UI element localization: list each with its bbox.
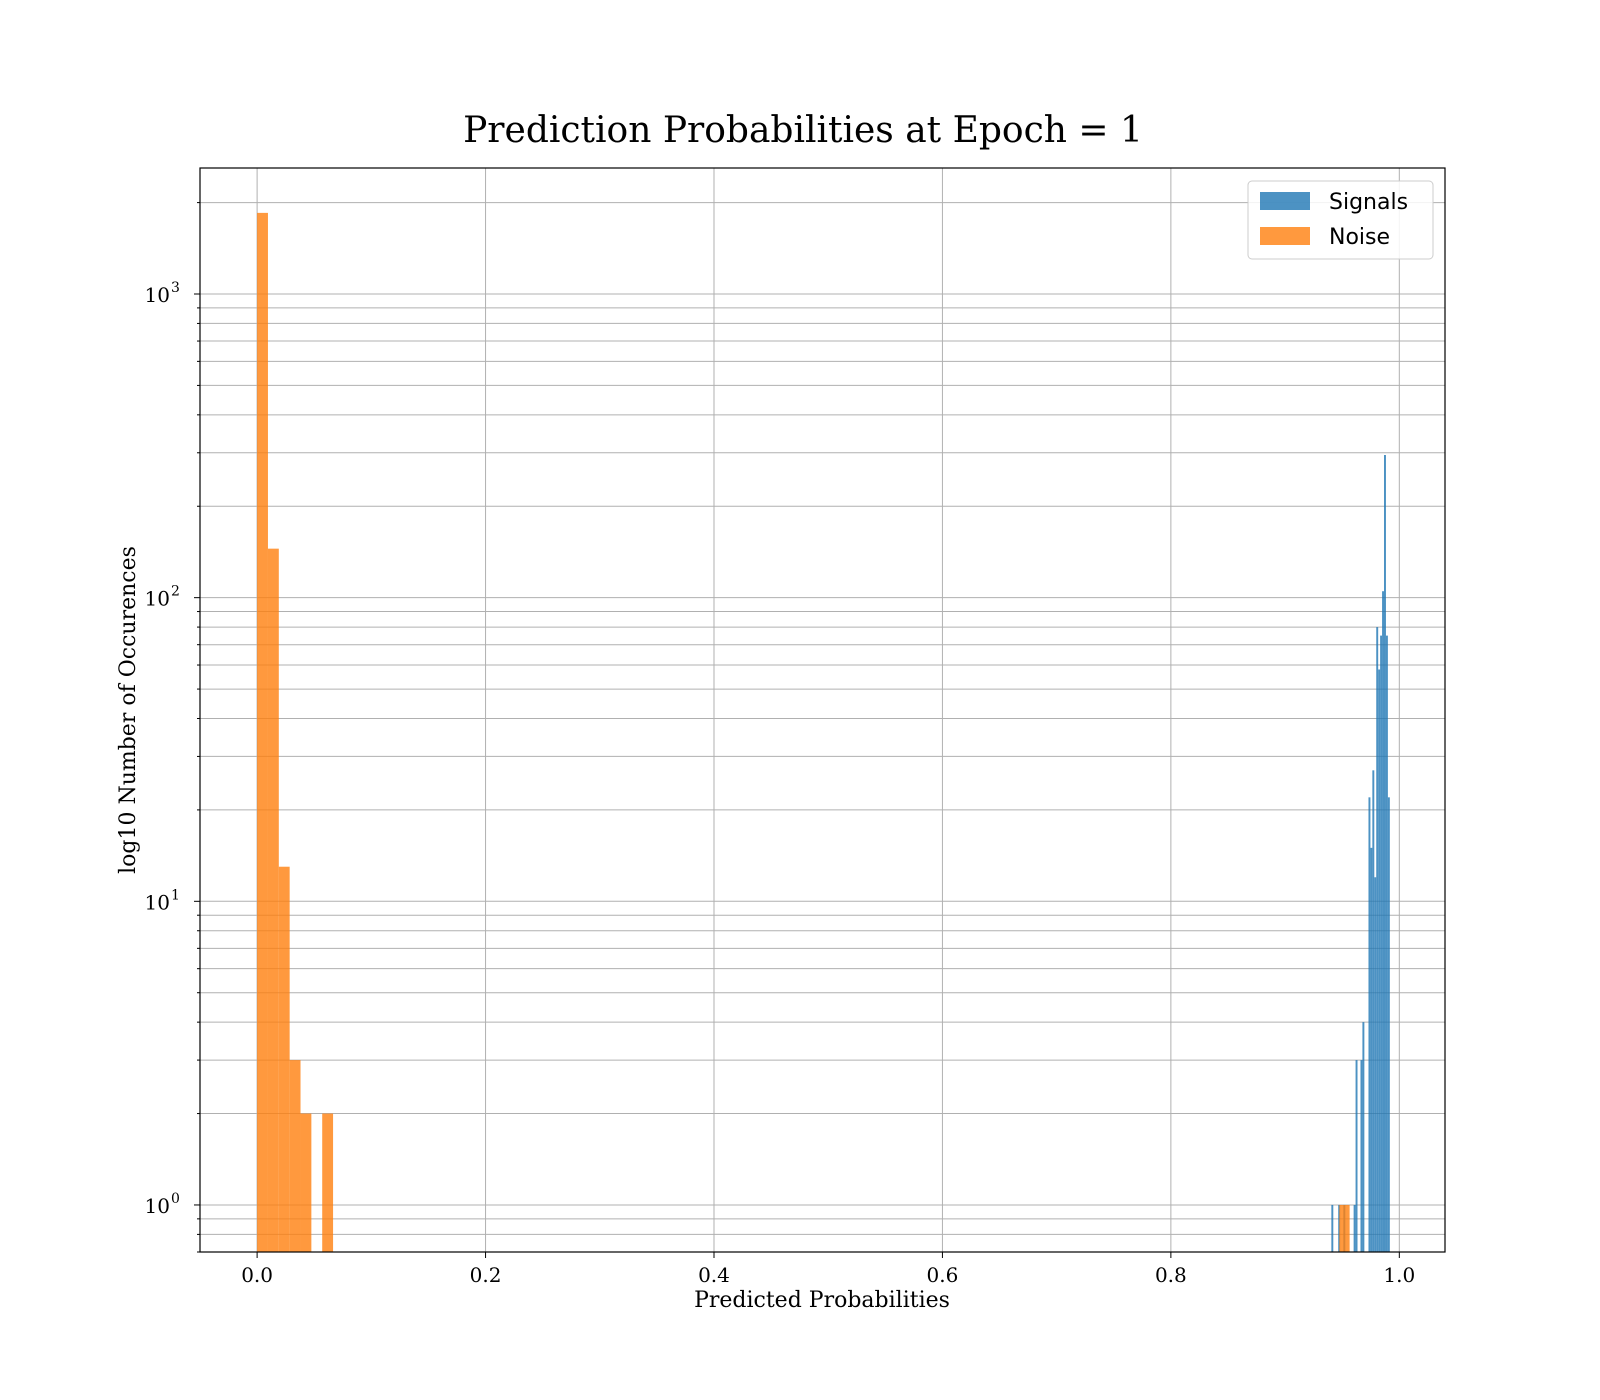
signals-bar bbox=[1376, 627, 1379, 1252]
signals-bar bbox=[1355, 1060, 1358, 1252]
x-axis-ticks: 0.0 0.2 0.4 0.6 0.8 1.0 bbox=[241, 1252, 1415, 1287]
y-tick-label: 10 bbox=[145, 283, 170, 307]
signals-bar bbox=[1387, 797, 1390, 1252]
y-tick-label: 10 bbox=[145, 890, 170, 914]
y-tick-exponent: 3 bbox=[171, 280, 180, 296]
noise-bar bbox=[267, 548, 279, 1252]
legend-label-signals: Signals bbox=[1329, 190, 1408, 215]
noise-bar bbox=[322, 1113, 334, 1252]
signals-bar bbox=[1338, 1204, 1341, 1252]
y-tick-label: 10 bbox=[145, 1194, 170, 1218]
noise-bar bbox=[257, 212, 268, 1253]
signals-bar bbox=[1382, 591, 1385, 1252]
legend-swatch-signals bbox=[1260, 192, 1310, 210]
signals-bar bbox=[1378, 669, 1381, 1252]
signals-bar bbox=[1385, 635, 1388, 1252]
signals-bar bbox=[1331, 1204, 1334, 1252]
x-tick-label: 0.2 bbox=[470, 1263, 502, 1287]
noise-bar bbox=[1339, 1204, 1350, 1252]
x-tick-label: 0.4 bbox=[698, 1263, 730, 1287]
signals-bar bbox=[1362, 1022, 1365, 1252]
legend-label-noise: Noise bbox=[1329, 225, 1390, 250]
chart-title: Prediction Probabilities at Epoch = 1 bbox=[463, 110, 1143, 151]
signals-bar bbox=[1380, 635, 1383, 1252]
x-tick-label: 0.8 bbox=[1155, 1263, 1187, 1287]
noise-bar bbox=[300, 1113, 312, 1252]
y-tick-exponent: 0 bbox=[171, 1191, 180, 1207]
signals-bar bbox=[1360, 1060, 1363, 1252]
legend: Signals Noise bbox=[1247, 180, 1434, 260]
signals-bar bbox=[1370, 847, 1373, 1252]
signals-bar bbox=[1368, 797, 1371, 1252]
y-tick-label: 10 bbox=[145, 587, 170, 611]
plot-frame bbox=[199, 167, 1446, 1253]
y-axis-label: log10 Number of Occurences bbox=[116, 546, 141, 874]
x-tick-label: 0.0 bbox=[241, 1263, 273, 1287]
x-tick-label: 0.6 bbox=[927, 1263, 959, 1287]
noise-bars bbox=[257, 212, 1350, 1253]
signals-bar bbox=[1372, 770, 1375, 1252]
signals-bar bbox=[1374, 877, 1377, 1252]
signals-bar bbox=[1384, 454, 1386, 1252]
grid-lines bbox=[200, 168, 1445, 1253]
legend-swatch-noise bbox=[1260, 227, 1310, 245]
y-tick-exponent: 2 bbox=[171, 584, 180, 600]
noise-bar bbox=[289, 1060, 301, 1252]
x-tick-label: 1.0 bbox=[1383, 1263, 1415, 1287]
signals-bars bbox=[1331, 454, 1390, 1252]
x-axis-label: Predicted Probabilities bbox=[694, 1288, 950, 1313]
noise-bar bbox=[278, 866, 290, 1252]
signals-bar bbox=[1353, 1204, 1356, 1252]
y-tick-exponent: 1 bbox=[171, 887, 180, 903]
